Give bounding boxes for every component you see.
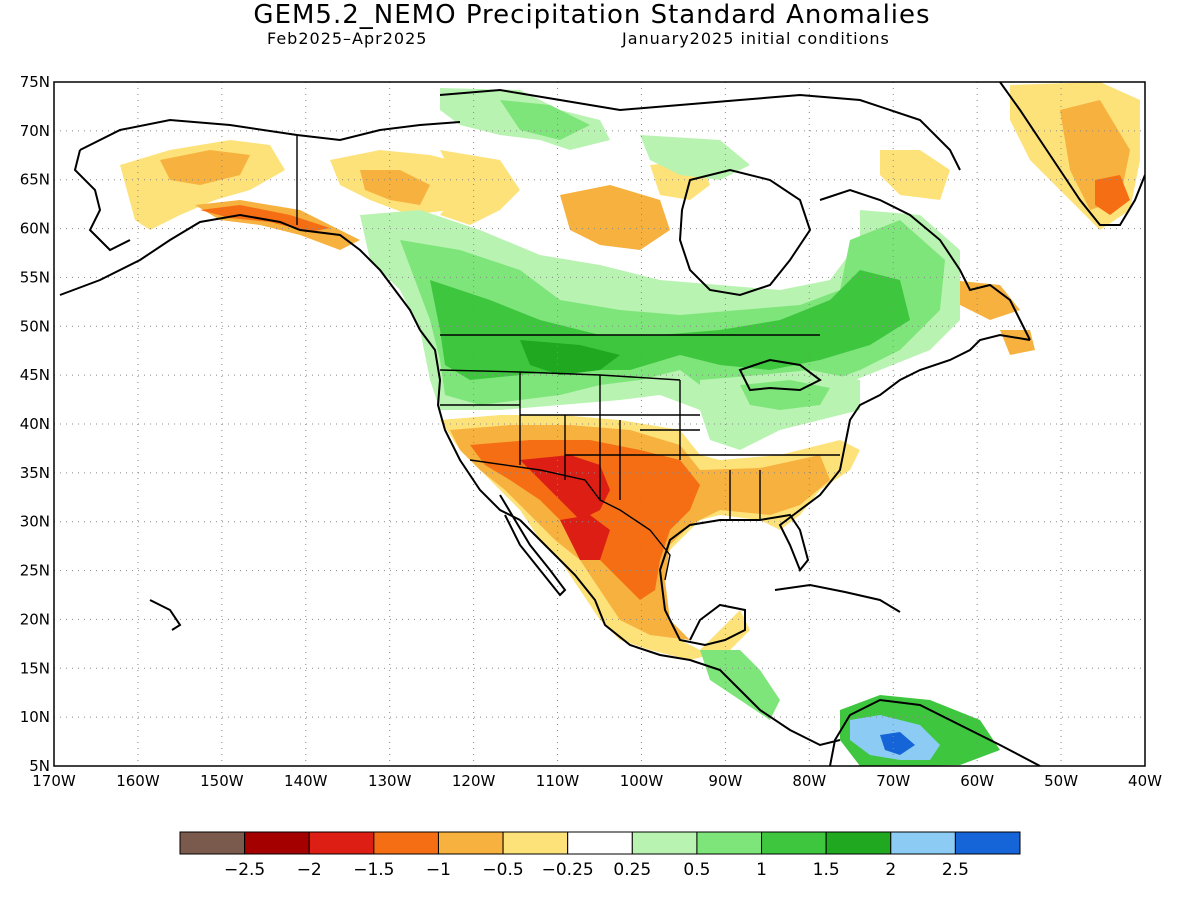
lon-label: 90W bbox=[708, 772, 742, 790]
colorbar-swatch bbox=[632, 832, 697, 854]
field-centam-wet bbox=[700, 650, 780, 720]
colorbar-label: 0.5 bbox=[683, 860, 710, 880]
lat-label: 60N bbox=[20, 220, 50, 238]
colorbar-swatch bbox=[891, 832, 956, 854]
lon-label: 80W bbox=[792, 772, 826, 790]
anomaly-map: 75N 70N 65N 60N 55N 50N 45N 40N 35N 30N 25N 20N 15N 1… bbox=[0, 0, 1200, 900]
lat-label: 45N bbox=[20, 366, 50, 384]
colorbar-label: −0.5 bbox=[482, 860, 523, 880]
lon-label: 120W bbox=[452, 772, 496, 790]
lon-label: 110W bbox=[536, 772, 580, 790]
lat-label: 35N bbox=[20, 464, 50, 482]
lat-label: 15N bbox=[20, 659, 50, 677]
colorbar-swatch bbox=[180, 832, 245, 854]
colorbar-swatch bbox=[309, 832, 374, 854]
colorbar-swatch bbox=[503, 832, 568, 854]
colorbar-label: −2.5 bbox=[224, 860, 265, 880]
lat-label: 75N bbox=[20, 73, 50, 91]
lat-label: 55N bbox=[20, 268, 50, 286]
lon-label: 40W bbox=[1128, 772, 1162, 790]
colorbar-swatch bbox=[245, 832, 310, 854]
lon-label: 130W bbox=[368, 772, 412, 790]
field-alaska-south bbox=[195, 200, 360, 250]
colorbar-label: −1 bbox=[426, 860, 451, 880]
lon-label: 70W bbox=[876, 772, 910, 790]
lat-label: 25N bbox=[20, 562, 50, 580]
colorbar-swatch bbox=[438, 832, 503, 854]
lat-label: 50N bbox=[20, 317, 50, 335]
colorbar-label: 1.5 bbox=[813, 860, 840, 880]
colorbar-label: −0.25 bbox=[542, 860, 594, 880]
lat-label: 10N bbox=[20, 708, 50, 726]
colorbar-label: 2.5 bbox=[942, 860, 969, 880]
colorbar-label: 1 bbox=[756, 860, 767, 880]
lat-label: 20N bbox=[20, 610, 50, 628]
lat-label: 30N bbox=[20, 513, 50, 531]
colorbar-label: 2 bbox=[885, 860, 896, 880]
colorbar-swatch bbox=[955, 832, 1020, 854]
lat-label: 40N bbox=[20, 415, 50, 433]
coast-caribbean bbox=[775, 585, 900, 612]
lon-label: 170W bbox=[32, 772, 76, 790]
lon-label: 60W bbox=[960, 772, 994, 790]
lon-label: 140W bbox=[284, 772, 328, 790]
field-nunavut-dry bbox=[560, 185, 670, 250]
colorbar-swatch bbox=[374, 832, 439, 854]
field-newfoundland-dry bbox=[1000, 330, 1035, 355]
field-baffin-dry bbox=[880, 150, 950, 200]
lat-label: 65N bbox=[20, 171, 50, 189]
colorbar-swatch bbox=[762, 832, 827, 854]
colorbar-label: −2 bbox=[297, 860, 322, 880]
colorbar-label: −1.5 bbox=[353, 860, 394, 880]
colorbar-label: 0.25 bbox=[613, 860, 651, 880]
lon-label: 100W bbox=[620, 772, 664, 790]
colorbar: −2.5 −2 −1.5 −1 −0.5 −0.25 0.25 0.5 1 1.5 2 2.5 bbox=[180, 832, 1020, 880]
colorbar-swatch bbox=[697, 832, 762, 854]
lat-label: 70N bbox=[20, 122, 50, 140]
colorbar-swatch bbox=[568, 832, 633, 854]
lon-label: 150W bbox=[200, 772, 244, 790]
coast-hawaii bbox=[150, 600, 180, 630]
colorbar-swatch bbox=[826, 832, 891, 854]
lon-label: 50W bbox=[1044, 772, 1078, 790]
lon-label: 160W bbox=[116, 772, 160, 790]
